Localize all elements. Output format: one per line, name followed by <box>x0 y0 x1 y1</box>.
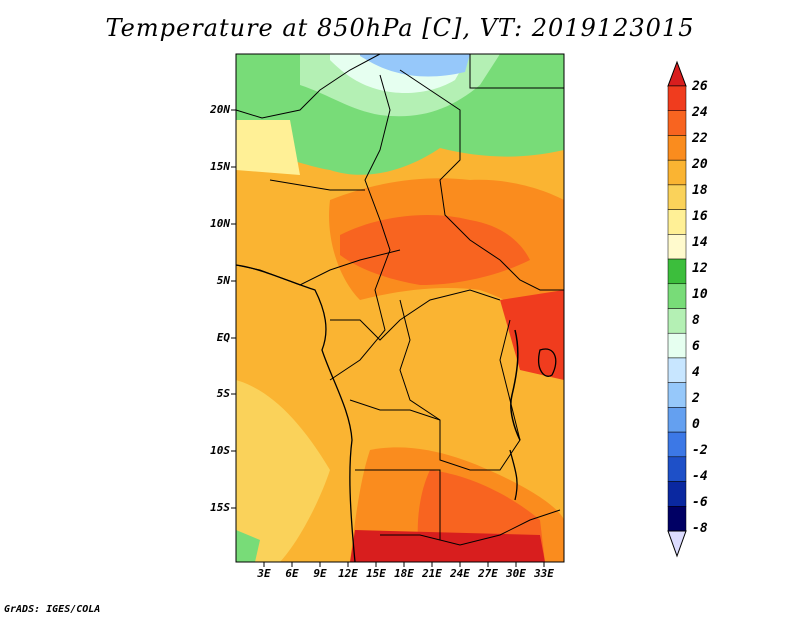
country-borders <box>235 53 564 546</box>
colorbar-label-minus4: -4 <box>692 469 708 484</box>
colorbar-segment <box>667 209 687 235</box>
lon-label-27e: 27E <box>478 567 498 580</box>
colorbar-label-18: 18 <box>692 183 708 198</box>
lat-label-10n: 10N <box>210 217 230 230</box>
map-title: Temperature at 850hPa [C], VT: 201912301… <box>105 14 695 42</box>
region-red-south <box>350 530 545 562</box>
lon-label-24e: 24E <box>450 567 470 580</box>
colorbar-segment <box>667 258 687 285</box>
colorbar-segment <box>667 184 687 210</box>
region-yellow-southwest <box>236 380 330 562</box>
border-west-1 <box>269 179 365 191</box>
lat-ticks <box>231 109 236 509</box>
colorbar-segment <box>667 407 687 433</box>
lake-victoria <box>538 348 557 377</box>
colorbar-segment <box>667 481 687 507</box>
lon-label-21e: 21E <box>422 567 442 580</box>
lake-tanganyika <box>510 329 521 441</box>
colorbar-segment <box>667 506 687 532</box>
lat-label-15n: 15N <box>210 160 230 173</box>
lon-label-6e: 6E <box>285 567 299 580</box>
colorbar-label-24: 24 <box>692 105 708 120</box>
colorbar-label-minus6: -6 <box>692 495 708 510</box>
colorbar-label-16: 16 <box>692 209 708 224</box>
colorbar-segment <box>667 135 687 161</box>
colorbar-segment <box>667 431 687 458</box>
lon-label-18e: 18E <box>394 567 414 580</box>
lon-label-12e: 12E <box>338 567 358 580</box>
border-south <box>355 469 561 546</box>
map-frame <box>235 53 565 563</box>
region-red-east <box>500 290 564 380</box>
border-equator <box>330 289 501 341</box>
colorbar <box>667 60 687 558</box>
lat-label-20n: 20N <box>210 103 230 116</box>
lat-label-5s: 5S <box>216 387 230 400</box>
colorbar-label-14: 14 <box>692 235 708 250</box>
colorbar-bottom-arrow <box>667 530 687 558</box>
lat-label-5n: 5N <box>216 274 230 287</box>
colorbar-segment <box>667 85 687 111</box>
lon-label-3e: 3E <box>257 567 271 580</box>
colorbar-label-10: 10 <box>692 287 708 302</box>
border-north-1 <box>235 53 381 119</box>
colorbar-label-4: 4 <box>692 365 700 380</box>
colorbar-segment <box>667 234 687 260</box>
lat-label-15s: 15S <box>210 501 230 514</box>
lake-malawi <box>509 449 518 501</box>
colorbar-segment <box>667 456 687 482</box>
lon-label-33e: 33E <box>534 567 554 580</box>
lat-label-10s: 10S <box>210 444 230 457</box>
colorbar-label-2: 2 <box>692 391 700 406</box>
colorbar-top-arrow <box>667 60 687 87</box>
colorbar-label-12: 12 <box>692 261 708 276</box>
colorbar-segment <box>667 308 687 334</box>
colorbar-segments <box>667 85 687 532</box>
colorbar-label-20: 20 <box>692 157 708 172</box>
lon-ticks <box>263 562 545 567</box>
map-panel <box>235 53 565 563</box>
colorbar-segment <box>667 332 687 359</box>
lon-label-30e: 30E <box>506 567 526 580</box>
border-namibia <box>380 534 441 541</box>
region-blue-north <box>360 54 470 77</box>
colorbar-label-8: 8 <box>692 313 700 328</box>
colorbar-segment <box>667 382 687 408</box>
grads-credit: GrADS: IGES/COLA <box>4 604 101 615</box>
lon-label-15e: 15E <box>366 567 386 580</box>
colorbar-label-26: 26 <box>692 79 708 94</box>
colorbar-segment <box>667 159 687 186</box>
border-northeast <box>469 54 564 89</box>
region-yellow-west <box>236 120 300 175</box>
colorbar-label-minus2: -2 <box>692 443 708 458</box>
colorbar-label-6: 6 <box>692 339 700 354</box>
border-central-2 <box>399 69 564 291</box>
colorbar-segment <box>667 283 687 309</box>
coastline-west <box>235 264 356 563</box>
border-angola-north <box>349 399 441 421</box>
lon-label-9e: 9E <box>313 567 327 580</box>
border-central-1 <box>329 74 391 381</box>
colorbar-label-0: 0 <box>692 417 700 432</box>
colorbar-segment <box>667 110 687 136</box>
border-congo <box>399 299 521 471</box>
colorbar-label-22: 22 <box>692 131 708 146</box>
colorbar-segment <box>667 357 687 383</box>
region-green-southwest <box>236 530 260 562</box>
colorbar-label-minus8: -8 <box>692 521 708 536</box>
region-redorange-central <box>340 215 530 285</box>
lat-label-eq: EQ <box>216 331 230 344</box>
